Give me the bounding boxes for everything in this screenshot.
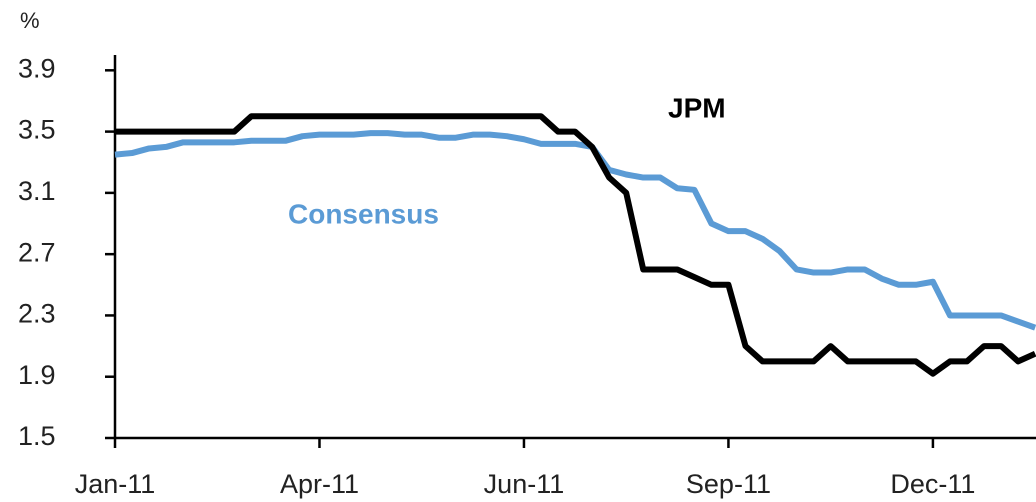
y-tick-label: 1.9	[18, 360, 56, 390]
series-label: Consensus	[288, 198, 439, 229]
y-axis-label: %	[20, 8, 40, 33]
x-tick-label: Apr-11	[280, 469, 359, 499]
x-tick-label: Sep-11	[686, 469, 771, 499]
x-tick-label: Dec-11	[890, 469, 975, 499]
y-tick-label: 2.3	[18, 299, 56, 329]
y-tick-label: 1.5	[18, 421, 56, 451]
x-tick-label: Jun-11	[484, 469, 565, 499]
y-tick-label: 3.9	[18, 53, 56, 83]
line	[114, 130, 1036, 331]
series-label: JPM	[668, 92, 726, 123]
y-tick-label: 3.5	[18, 115, 56, 145]
y-tick-label: 3.1	[18, 176, 56, 206]
y-tick-label: 2.7	[18, 237, 56, 267]
x-tick-label: Jan-11	[75, 469, 156, 499]
line	[115, 113, 1036, 377]
